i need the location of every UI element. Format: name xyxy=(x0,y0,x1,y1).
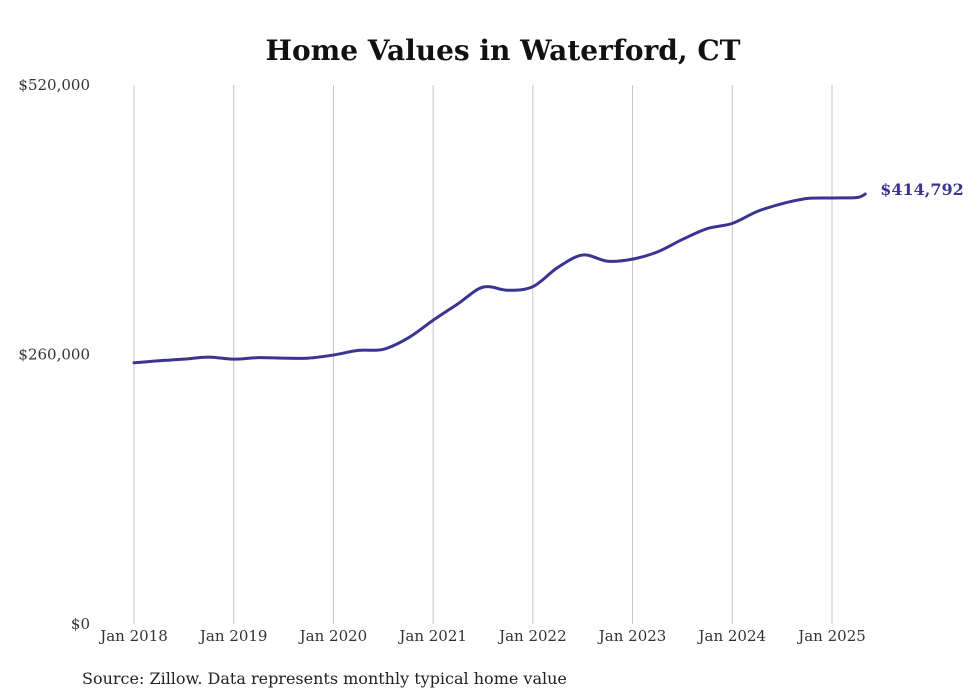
y-tick-label: $0 xyxy=(71,615,90,633)
y-tick-label: $260,000 xyxy=(18,346,90,364)
source-note: Source: Zillow. Data represents monthly … xyxy=(82,669,567,688)
series-line xyxy=(132,192,867,365)
y-tick-label: $520,000 xyxy=(18,76,90,94)
x-tick-label: Jan 2023 xyxy=(597,627,667,645)
x-tick-label: Jan 2022 xyxy=(497,627,567,645)
end-value-label: $414,792 xyxy=(880,180,964,199)
annotations: $414,792 xyxy=(880,180,964,199)
y-axis-tick-labels: $0 $260,000 $520,000 xyxy=(18,76,90,633)
x-tick-label: Jan 2019 xyxy=(198,627,268,645)
series-layer xyxy=(132,192,867,365)
x-axis-tick-labels: Jan 2018 Jan 2019 Jan 2020 Jan 2021 Jan 2022… xyxy=(98,627,866,645)
x-tick-label: Jan 2021 xyxy=(397,627,467,645)
x-tick-label: Jan 2018 xyxy=(98,627,168,645)
x-tick-label: Jan 2020 xyxy=(298,627,368,645)
x-tick-label: Jan 2025 xyxy=(796,627,866,645)
chart-title: Home Values in Waterford, CT xyxy=(265,34,740,67)
x-tick-label: Jan 2024 xyxy=(697,627,767,645)
gridlines xyxy=(133,85,833,624)
